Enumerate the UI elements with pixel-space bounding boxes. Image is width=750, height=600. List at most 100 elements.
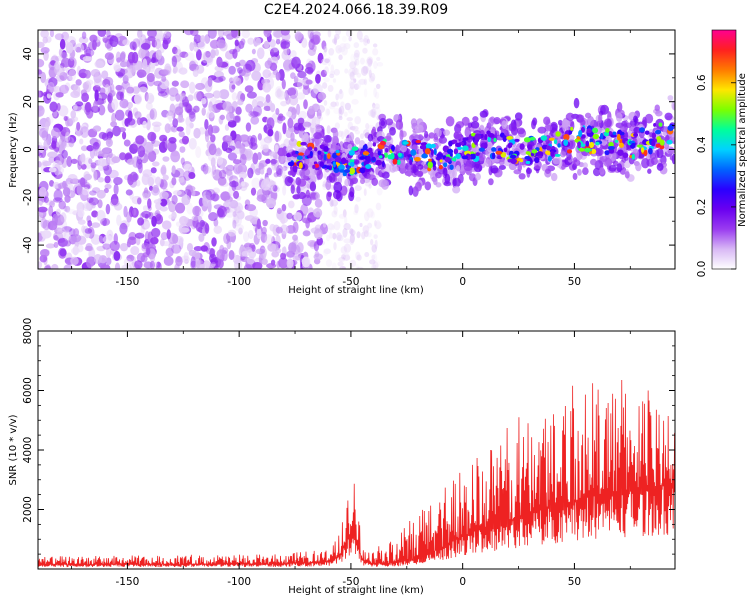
noise-blob <box>105 128 114 140</box>
signal-blob <box>513 169 522 175</box>
noise-blob <box>335 30 342 36</box>
colorbar <box>712 30 736 269</box>
noise-blob <box>42 160 52 167</box>
noise-blob <box>184 52 195 62</box>
noise-blob <box>58 200 67 210</box>
noise-blob <box>110 198 120 207</box>
signal-blob <box>501 120 507 130</box>
y-tick-label: 2000 <box>22 496 34 523</box>
noise-blob <box>309 32 314 43</box>
noise-blob <box>162 174 169 181</box>
noise-blob <box>81 225 86 233</box>
noise-blob <box>70 110 77 119</box>
noise-blob <box>310 227 321 234</box>
noise-blob <box>136 197 142 205</box>
noise-blob <box>38 41 45 48</box>
signal-blob <box>380 120 386 127</box>
noise-blob <box>217 30 225 38</box>
signal-blob <box>383 152 388 159</box>
signal-blob <box>527 144 533 150</box>
signal-blob <box>397 152 402 157</box>
noise-blob <box>375 220 381 230</box>
noise-blob <box>212 90 222 99</box>
noise-blob <box>40 217 48 229</box>
x-tick-label: 50 <box>568 276 581 288</box>
spectrogram-y-ticks: -40 -20 0 20 40 <box>22 29 675 270</box>
signal-blob <box>576 135 581 140</box>
snr-panel: -150 -100 -50 0 50 2000 4000 6000 8000 Height o… <box>8 318 676 596</box>
noise-blob <box>203 92 214 99</box>
noise-blob <box>224 123 230 131</box>
signal-blob <box>428 132 435 139</box>
noise-blob <box>183 163 192 172</box>
signal-blob <box>457 146 463 150</box>
noise-blob <box>198 127 206 135</box>
signal-blob <box>414 181 422 192</box>
signal-blob <box>548 137 555 141</box>
signal-blob <box>339 169 346 173</box>
signal-blob <box>651 139 656 147</box>
noise-blob <box>263 105 271 112</box>
noise-blob <box>117 127 126 133</box>
signal-blob <box>545 168 551 175</box>
y-tick-label: 4000 <box>22 437 34 464</box>
noise-blob <box>204 34 211 44</box>
noise-blob <box>233 214 240 224</box>
noise-blob <box>149 260 155 269</box>
signal-blob <box>400 145 407 153</box>
noise-blob <box>105 247 112 258</box>
signal-blob <box>443 181 451 187</box>
noise-blob <box>372 104 377 112</box>
x-tick-label: -50 <box>342 576 359 588</box>
noise-blob <box>328 47 335 56</box>
noise-blob <box>289 94 299 106</box>
signal-blob <box>296 140 302 147</box>
signal-blob <box>598 113 603 124</box>
noise-blob <box>308 105 315 115</box>
noise-blob <box>332 232 337 240</box>
noise-blob <box>250 187 257 196</box>
noise-blob <box>201 107 206 116</box>
noise-blob <box>286 111 292 117</box>
noise-blob <box>126 211 132 223</box>
noise-blob <box>150 140 161 147</box>
noise-blob <box>193 34 202 44</box>
noise-blob <box>335 101 340 107</box>
signal-blob <box>455 153 461 160</box>
x-tick-label: 0 <box>459 276 466 288</box>
noise-blob <box>193 215 203 225</box>
noise-blob <box>280 224 289 235</box>
noise-blob <box>310 122 316 129</box>
noise-blob <box>245 59 256 72</box>
signal-blob <box>612 131 617 136</box>
noise-blob <box>57 182 68 189</box>
noise-blob <box>230 30 238 39</box>
noise-blob <box>244 85 254 93</box>
noise-blob <box>168 242 175 252</box>
noise-blob <box>268 151 276 157</box>
noise-blob <box>281 203 287 212</box>
noise-blob <box>313 36 320 45</box>
noise-blob <box>145 92 155 104</box>
noise-blob <box>70 256 79 266</box>
signal-blob <box>313 147 318 152</box>
noise-blob <box>142 58 148 70</box>
noise-blob <box>204 130 210 143</box>
signal-blob <box>457 173 464 184</box>
noise-blob <box>216 56 223 68</box>
signal-blob <box>631 153 635 160</box>
noise-blob <box>214 127 219 133</box>
noise-blob <box>250 142 258 150</box>
noise-blob <box>200 98 207 105</box>
signal-blob <box>525 167 532 174</box>
noise-blob <box>221 140 228 152</box>
noise-blob <box>261 258 268 265</box>
signal-blob <box>430 149 434 156</box>
noise-blob <box>59 38 66 50</box>
noise-blob <box>201 60 208 66</box>
noise-blob <box>267 72 278 78</box>
noise-blob <box>52 181 60 189</box>
noise-blob <box>208 212 218 222</box>
signal-blob <box>547 155 552 162</box>
noise-blob <box>333 205 338 215</box>
